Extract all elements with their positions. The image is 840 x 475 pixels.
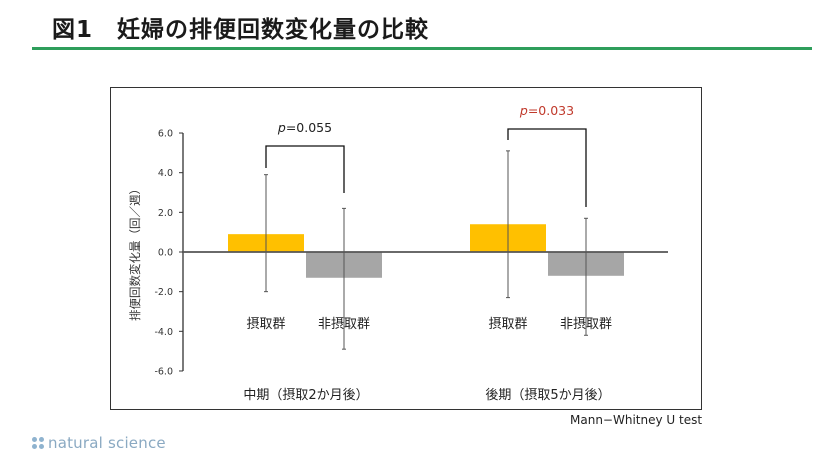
- y-axis-label: 排便回数変化量（回／週）: [128, 183, 142, 321]
- significance-bracket: [265, 145, 345, 193]
- brand-name: natural science: [48, 434, 166, 452]
- figure-title: 図1 妊婦の排便回数変化量の比較: [52, 17, 430, 43]
- y-tick-label: 2.0: [158, 208, 173, 219]
- y-tick-label: -6.0: [154, 366, 173, 377]
- group-label: 非摂取群: [560, 316, 612, 332]
- statistical-test-note: Mann−Whitney U test: [570, 413, 703, 427]
- y-tick-label: 4.0: [158, 168, 173, 179]
- y-tick-label: 6.0: [158, 129, 173, 140]
- group-label: 摂取群: [246, 316, 285, 332]
- title-underline: [32, 47, 812, 50]
- group-label: 摂取群: [488, 316, 527, 332]
- category-label: 後期（摂取5か月後）: [485, 387, 610, 403]
- brand-logo: natural science: [32, 434, 166, 452]
- p-value-label: p=0.055: [277, 120, 332, 135]
- y-tick-label: 0.0: [158, 248, 173, 259]
- chart-frame: [110, 87, 702, 410]
- p-value-label: p=0.033: [519, 103, 574, 118]
- category-label: 中期（摂取2か月後）: [243, 387, 368, 403]
- group-label: 非摂取群: [318, 316, 370, 332]
- significance-bracket: [507, 128, 587, 207]
- y-tick-label: -4.0: [154, 327, 173, 338]
- four-dots-logo-icon: [32, 437, 44, 449]
- y-tick-label: -2.0: [154, 287, 173, 298]
